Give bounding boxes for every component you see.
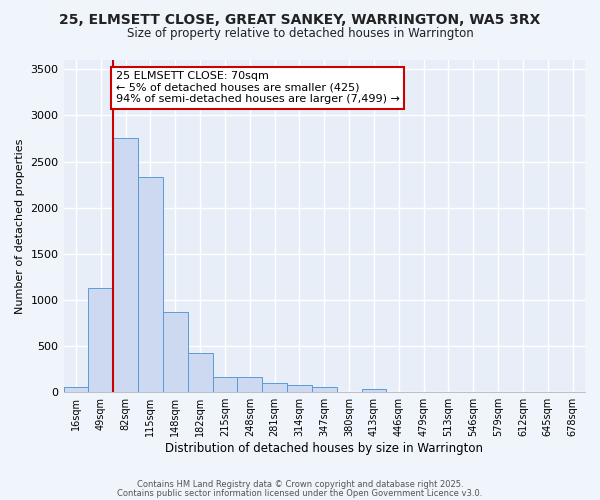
X-axis label: Distribution of detached houses by size in Warrington: Distribution of detached houses by size … [165, 442, 483, 455]
Text: Contains public sector information licensed under the Open Government Licence v3: Contains public sector information licen… [118, 488, 482, 498]
Text: Contains HM Land Registry data © Crown copyright and database right 2025.: Contains HM Land Registry data © Crown c… [137, 480, 463, 489]
Bar [362, 390, 386, 392]
Y-axis label: Number of detached properties: Number of detached properties [15, 138, 25, 314]
Bar [212, 376, 238, 392]
Bar [287, 386, 312, 392]
Text: Size of property relative to detached houses in Warrington: Size of property relative to detached ho… [127, 28, 473, 40]
Bar [188, 352, 212, 392]
Bar [262, 383, 287, 392]
Bar [113, 138, 138, 392]
Bar [138, 177, 163, 392]
Bar [312, 387, 337, 392]
Text: 25 ELMSETT CLOSE: 70sqm
← 5% of detached houses are smaller (425)
94% of semi-de: 25 ELMSETT CLOSE: 70sqm ← 5% of detached… [116, 71, 400, 104]
Bar [88, 288, 113, 392]
Text: 25, ELMSETT CLOSE, GREAT SANKEY, WARRINGTON, WA5 3RX: 25, ELMSETT CLOSE, GREAT SANKEY, WARRING… [59, 12, 541, 26]
Bar [64, 387, 88, 392]
Bar [163, 312, 188, 392]
Bar [238, 378, 262, 392]
